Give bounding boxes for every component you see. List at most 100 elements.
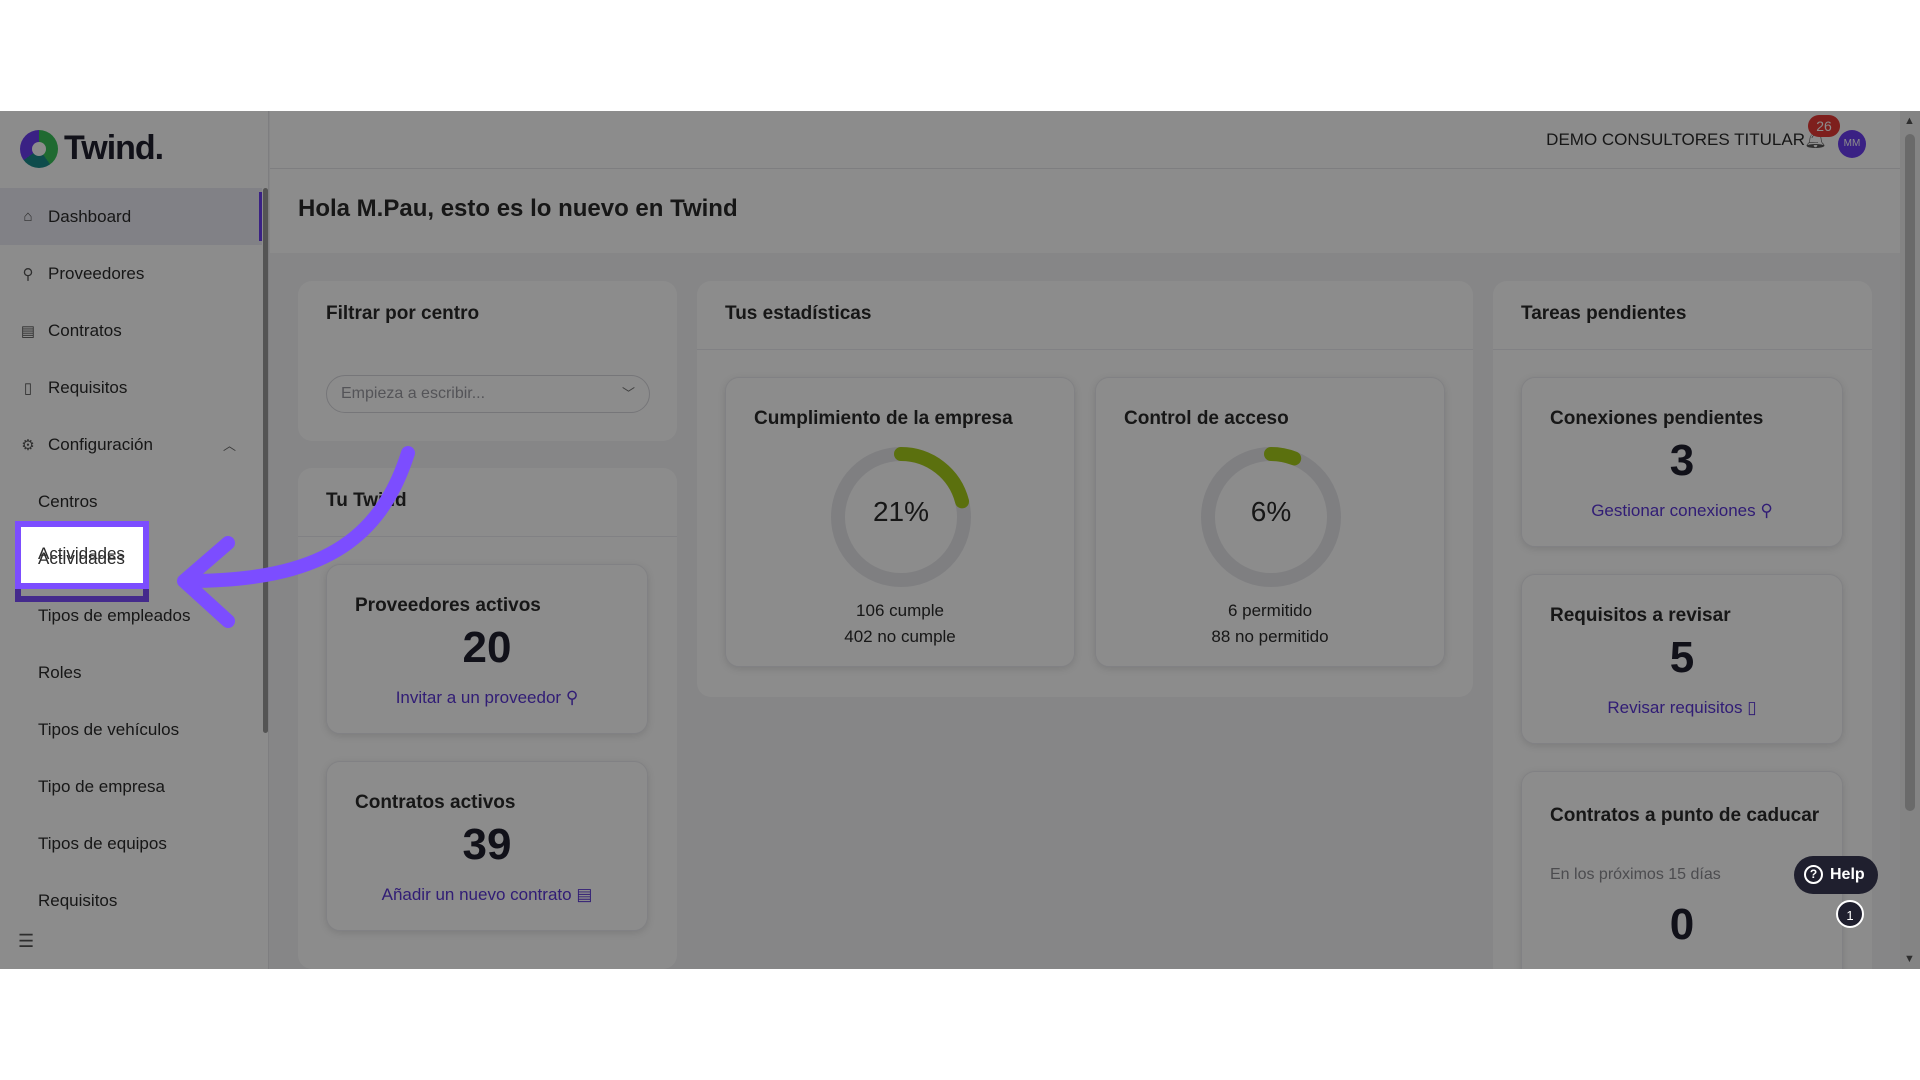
nuevo-contrato-label: Añadir un nuevo contrato xyxy=(381,885,572,904)
acceso-details: 6 permitido 88 no permitido xyxy=(1096,598,1444,650)
sidebar-item-label: Contratos xyxy=(48,320,122,340)
contract-icon: ▤ xyxy=(20,322,36,340)
contratos-caducar-card: Contratos a punto de caducar En los próx… xyxy=(1521,771,1843,969)
sidebar-subitem-requisitos[interactable]: Requisitos xyxy=(0,872,262,929)
tutorial-arrow-icon xyxy=(177,446,415,628)
sidebar-subitem-roles[interactable]: Roles xyxy=(0,644,262,701)
nuevo-contrato-link[interactable]: Añadir un nuevo contrato ▤ xyxy=(327,885,647,905)
cumplimiento-percent: 21% xyxy=(872,496,930,527)
cumplimiento-details: 106 cumple 402 no cumple xyxy=(726,598,1074,650)
contratos-activos-value: 39 xyxy=(462,820,512,869)
divider xyxy=(1493,349,1872,350)
requisitos-revisar-value: 5 xyxy=(1669,633,1695,682)
greeting-bar: Hola M.Pau, esto es lo nuevo en Twind xyxy=(270,169,1900,253)
logo-text: Twind. xyxy=(64,129,164,167)
company-name[interactable]: DEMO CONSULTORES TITULAR xyxy=(1546,130,1805,149)
conexiones-value: 3 xyxy=(1669,436,1695,485)
cumplimiento-cumple: 106 cumple xyxy=(856,601,944,620)
chevron-down-icon: ﹀ xyxy=(621,386,635,401)
cumplimiento-donut-chart xyxy=(831,447,971,587)
sidebar-subitem-tipos-vehiculos[interactable]: Tipos de vehículos xyxy=(0,701,262,758)
sidebar-item-contratos[interactable]: ▤ Contratos xyxy=(0,302,262,359)
sidebar-item-label: Dashboard xyxy=(48,206,132,226)
sidebar-subitem-label: Requisitos xyxy=(38,890,118,910)
divider xyxy=(697,349,1473,350)
contratos-caducar-value: 0 xyxy=(1669,900,1695,949)
revisar-requisitos-link[interactable]: Revisar requisitos ▯ xyxy=(1522,698,1842,718)
help-button[interactable]: ? Help xyxy=(1794,856,1878,894)
divider xyxy=(298,536,677,537)
sidebar-item-label: Configuración xyxy=(48,434,153,454)
sidebar-item-label: Proveedores xyxy=(48,263,145,283)
acceso-no-permitido: 88 no permitido xyxy=(1211,627,1329,646)
avatar[interactable]: MM xyxy=(1838,130,1866,158)
sidebar-subitem-label: Actividades xyxy=(38,548,125,568)
sidebar-subitem-tipos-equipos[interactable]: Tipos de equipos xyxy=(0,815,262,872)
proveedores-activos-value: 20 xyxy=(462,623,512,672)
invitar-proveedor-label: Invitar a un proveedor xyxy=(395,688,562,707)
cumplimiento-donut: 21% xyxy=(828,444,974,590)
help-label: Help xyxy=(1830,866,1865,883)
link-icon: ⚲ xyxy=(1760,501,1773,520)
conexiones-title: Conexiones pendientes xyxy=(1550,408,1764,429)
sidebar-subitem-label: Tipo de empresa xyxy=(38,776,165,796)
sidebar-scrollbar[interactable] xyxy=(263,188,268,733)
sidebar-item-label: Requisitos xyxy=(48,377,128,397)
sidebar-subitem-tipo-empresa[interactable]: Tipo de empresa xyxy=(0,758,262,815)
document-icon: ▯ xyxy=(1747,698,1757,717)
donut-arc xyxy=(1201,447,1341,587)
stats-card: Tus estadísticas Cumplimiento de la empr… xyxy=(697,281,1473,697)
sidebar-item-configuracion[interactable]: ⚙ Configuración ︿ xyxy=(0,416,262,473)
contratos-activos-title: Contratos activos xyxy=(355,792,516,813)
topbar: DEMO CONSULTORES TITULAR 🔔︎ 26 MM xyxy=(270,111,1900,169)
cumplimiento-no-cumple: 402 no cumple xyxy=(844,627,956,646)
link-icon: ⚲ xyxy=(565,688,579,707)
contratos-caducar-note: En los próximos 15 días xyxy=(1550,866,1721,883)
sidebar-subitem-tipos-empleados[interactable]: Tipos de empleados xyxy=(0,587,262,644)
proveedores-activos-title: Proveedores activos xyxy=(355,595,541,616)
sidebar-item-dashboard[interactable]: ⌂ Dashboard xyxy=(0,188,262,245)
spotlight-actividades[interactable]: Actividades xyxy=(15,521,149,589)
scroll-up-icon[interactable]: ▲ xyxy=(1904,115,1915,127)
acceso-card: Control de acceso 6% 6 permitido 88 no p… xyxy=(1095,377,1445,667)
donut-arc xyxy=(831,447,971,587)
tu-twind-card: Tu Twind Proveedores activos 20 Invitar … xyxy=(298,468,677,969)
acceso-donut: 6% xyxy=(1198,444,1344,590)
document-icon: ▯ xyxy=(23,379,33,397)
invitar-proveedor-link[interactable]: Invitar a un proveedor ⚲ xyxy=(327,688,647,708)
requisitos-revisar-title: Requisitos a revisar xyxy=(1550,605,1731,626)
filter-title: Filtrar por centro xyxy=(326,303,480,324)
sidebar-subitem-label: Tipos de empleados xyxy=(38,605,191,625)
sidebar-item-requisitos[interactable]: ▯ Requisitos xyxy=(0,359,262,416)
sidebar-subitem-centros[interactable]: Centros xyxy=(0,473,262,530)
sidebar-subitem-label: Roles xyxy=(38,662,82,682)
home-icon: ⌂ xyxy=(23,208,33,225)
page-title: Hola M.Pau, esto es lo nuevo en Twind xyxy=(298,195,738,222)
requisitos-revisar-card: Requisitos a revisar 5 Revisar requisito… xyxy=(1521,574,1843,744)
logo[interactable]: Twind. xyxy=(20,129,164,168)
tareas-card: Tareas pendientes Conexiones pendientes … xyxy=(1493,281,1872,969)
center-select[interactable]: Empieza a escribir... ﹀ xyxy=(326,375,650,413)
acceso-permitido: 6 permitido xyxy=(1227,601,1313,620)
scrollbar-thumb[interactable] xyxy=(1905,134,1915,811)
link-icon: ⚲ xyxy=(22,265,34,283)
contract-icon: ▤ xyxy=(576,885,593,904)
gestionar-conexiones-link[interactable]: Gestionar conexiones ⚲ xyxy=(1522,501,1842,521)
center-select-placeholder: Empieza a escribir... xyxy=(341,385,486,402)
acceso-percent: 6% xyxy=(1250,496,1292,527)
help-count-badge: 1 xyxy=(1836,900,1864,928)
cumplimiento-title: Cumplimiento de la empresa xyxy=(754,408,1013,429)
cumplimiento-card: Cumplimiento de la empresa 21% 106 cumpl… xyxy=(725,377,1075,667)
sidebar-item-proveedores[interactable]: ⚲ Proveedores xyxy=(0,245,262,302)
collapse-sidebar-icon[interactable]: ☰ xyxy=(18,931,35,951)
gestionar-conexiones-label: Gestionar conexiones xyxy=(1591,501,1756,520)
stats-title: Tus estadísticas xyxy=(725,303,872,324)
acceso-title: Control de acceso xyxy=(1124,408,1289,429)
page-scrollbar[interactable]: ▲ ▼ xyxy=(1900,111,1920,969)
scroll-down-icon[interactable]: ▼ xyxy=(1904,953,1915,965)
sidebar-subitem-label: Tipos de equipos xyxy=(38,833,167,853)
notification-badge: 26 xyxy=(1808,115,1840,137)
conexiones-card: Conexiones pendientes 3 Gestionar conexi… xyxy=(1521,377,1843,547)
tareas-title: Tareas pendientes xyxy=(1521,303,1687,324)
acceso-donut-chart xyxy=(1201,447,1341,587)
